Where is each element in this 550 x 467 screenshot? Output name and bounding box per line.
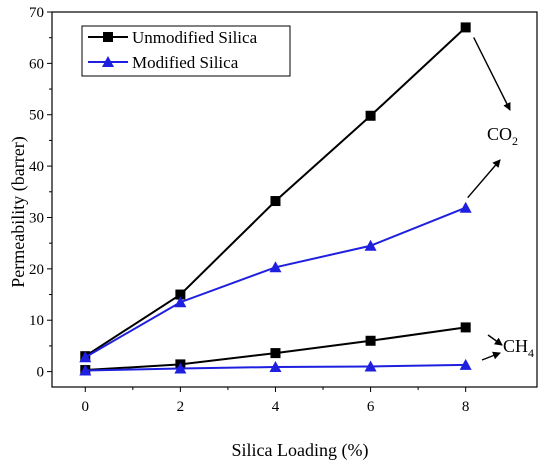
y-tick-label: 50 bbox=[29, 108, 44, 124]
x-tick-label: 8 bbox=[462, 399, 470, 415]
legend-marker-unmodified bbox=[103, 32, 113, 42]
y-tick-label: 40 bbox=[29, 159, 44, 175]
legend-marker-modified bbox=[102, 56, 114, 67]
x-tick-label: 4 bbox=[272, 399, 280, 415]
data-point bbox=[459, 201, 472, 213]
data-point bbox=[270, 196, 281, 207]
y-axis-title: Permeability (barrer) bbox=[8, 136, 29, 287]
data-point bbox=[270, 348, 281, 359]
data-point bbox=[174, 296, 187, 308]
data-point bbox=[459, 358, 472, 370]
co2-annotation-main: CO bbox=[487, 124, 512, 144]
data-point bbox=[79, 351, 92, 363]
data-point bbox=[460, 22, 471, 33]
ch4-annotation-main: CH bbox=[503, 336, 528, 356]
y-tick-label: 20 bbox=[29, 262, 44, 278]
ch4-arrow-modified bbox=[481, 351, 501, 361]
series-co2-triangle bbox=[79, 201, 472, 363]
legend-box bbox=[81, 25, 291, 77]
x-tick-label: 6 bbox=[367, 399, 375, 415]
co2-arrow-modified bbox=[467, 159, 501, 199]
y-tick-label: 60 bbox=[29, 56, 44, 72]
ch4-annotation-sub: 4 bbox=[528, 346, 534, 360]
data-point bbox=[269, 360, 282, 372]
co2-annotation: CO2 bbox=[487, 124, 518, 148]
data-point bbox=[174, 362, 187, 374]
data-point bbox=[460, 322, 471, 333]
y-tick-label: 10 bbox=[29, 313, 44, 329]
data-point bbox=[364, 239, 377, 251]
co2-annotation-sub: 2 bbox=[512, 134, 518, 148]
y-tick-label: 0 bbox=[37, 365, 45, 381]
x-tick-label: 2 bbox=[177, 399, 185, 415]
co2-arrow-unmodified bbox=[473, 37, 511, 111]
axes: 0 2 4 6 8 0 10 20 30 40 50 60 70 bbox=[29, 5, 538, 415]
y-tick-label: 70 bbox=[29, 5, 44, 21]
plot-frame bbox=[51, 11, 538, 388]
data-point bbox=[365, 110, 376, 121]
data-point bbox=[269, 261, 282, 273]
series-layer bbox=[79, 22, 472, 376]
data-point bbox=[365, 335, 376, 346]
legend-label-unmodified: Unmodified Silica bbox=[132, 28, 258, 47]
legend: Unmodified Silica Modified Silica bbox=[81, 25, 291, 77]
ch4-annotation: CH4 bbox=[503, 336, 534, 360]
y-tick-label: 30 bbox=[29, 210, 44, 226]
annotations: CO2 CH4 bbox=[467, 37, 534, 361]
data-point bbox=[175, 289, 186, 300]
x-axis-title: Silica Loading (%) bbox=[232, 440, 369, 461]
legend-label-modified: Modified Silica bbox=[132, 53, 239, 72]
data-point bbox=[364, 360, 377, 372]
data-point bbox=[79, 364, 92, 376]
series-ch4-triangle bbox=[79, 358, 472, 376]
x-tick-label: 0 bbox=[82, 399, 90, 415]
ch4-arrow-unmodified bbox=[487, 334, 503, 346]
